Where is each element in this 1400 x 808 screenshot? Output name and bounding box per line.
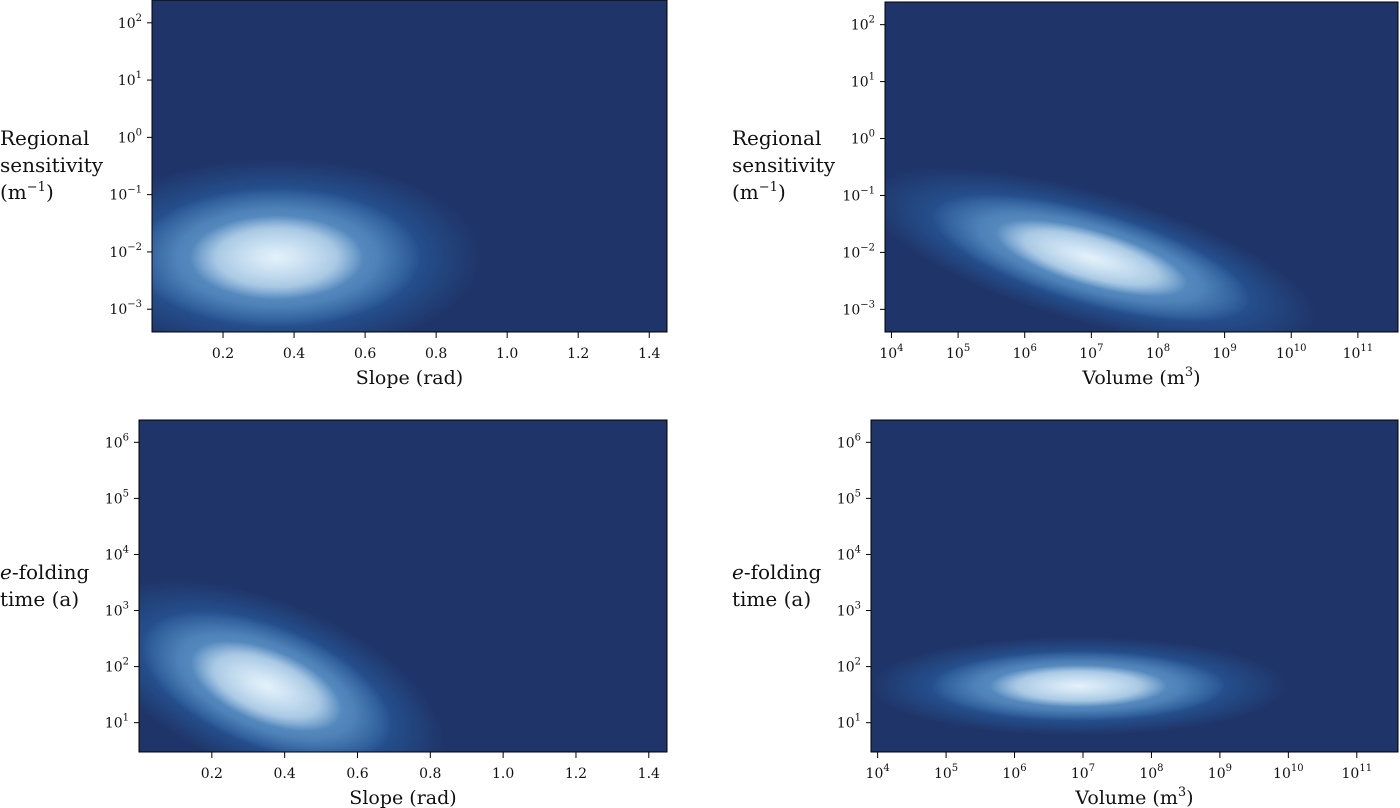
density-cloud [152,157,483,332]
panel-efold_slope: 0.2 0.4 0.6 0.8 1.0 1.2 1.4 101 102 103 104 105 106 S… [0,419,668,808]
y-tick-label: 10−3 [842,299,875,318]
y-axis-label-line: (m−1) [0,180,54,204]
density-layer-2 [989,665,1167,707]
x-tick-label: 1.2 [567,346,589,362]
x-axis-label: Slope (rad) [349,787,456,808]
y-axis-label-line: e-folding [0,560,90,584]
x-tick-label: 0.8 [419,766,441,782]
plot-frame [870,419,1399,753]
x-tick-label: 0.4 [283,346,305,362]
x-tick-label: 104 [866,763,890,782]
y-tick-label: 102 [851,15,875,34]
y-tick-label: 10−2 [109,242,142,261]
y-tick-label: 105 [837,488,861,507]
x-tick-label: 1.4 [638,766,660,782]
plot-frame [138,419,668,753]
y-axis-label-line: Regional [0,126,89,150]
density-layer-2 [190,215,364,300]
y-tick-label: 106 [837,432,861,451]
y-axis-label-line: (m−1) [732,180,786,204]
density-layer-2 [995,219,1187,297]
plot-frame [151,0,668,333]
x-tick-label: 0.6 [346,766,368,782]
x-axis-label: Volume (m3) [1074,785,1193,808]
x-tick-label: 105 [946,343,970,362]
x-tick-label: 108 [1139,763,1163,782]
x-tick-label: 1010 [1273,763,1304,782]
x-tick-label: 104 [879,343,903,362]
x-tick-label: 1011 [1342,763,1373,782]
y-tick-label: 103 [837,601,861,620]
x-tick-label: 0.2 [212,346,234,362]
y-axis-label-line: time (a) [732,587,811,611]
y-tick-label: 101 [851,72,875,91]
y-tick-label: 101 [837,713,861,732]
x-tick-label: 106 [1002,763,1026,782]
x-tick-label: 109 [1208,763,1232,782]
panel-efold_volume: 104 105 106 107 108 109 1010 1011 101 102 103 104 10… [732,419,1399,808]
x-tick-label: 0.2 [201,766,223,782]
y-tick-label: 106 [105,432,129,451]
y-axis-label-line: time (a) [0,587,79,611]
y-tick-label: 10−2 [842,242,875,261]
y-tick-label: 102 [105,657,129,676]
x-tick-label: 1011 [1343,343,1374,362]
panel-sens_slope: 0.2 0.4 0.6 0.8 1.0 1.2 1.4 10−3 10−2 10−1 100 101 1… [0,0,668,389]
density-cloud [139,578,446,752]
x-tick-label: 108 [1146,343,1170,362]
y-tick-label: 102 [837,657,861,676]
y-tick-label: 103 [105,601,129,620]
y-axis-label-line: sensitivity [732,153,836,177]
panel-sens_volume: 104 105 106 107 108 109 1010 1011 10−3 10−2 10−1 10… [732,1,1399,389]
y-axis-label-line: sensitivity [0,153,104,177]
y-tick-label: 10−3 [109,299,142,318]
x-tick-label: 1.4 [638,346,660,362]
x-tick-label: 107 [1071,763,1095,782]
y-tick-label: 10−1 [842,185,875,204]
density-cloud [871,636,1290,736]
density-layer-2 [191,641,342,732]
density-cloud [885,167,1319,332]
x-tick-label: 109 [1213,343,1237,362]
y-tick-label: 102 [118,13,142,32]
y-tick-label: 104 [105,544,129,563]
y-tick-label: 101 [105,713,129,732]
x-axis-label: Slope (rad) [356,367,463,389]
x-tick-label: 107 [1079,343,1103,362]
plot-frame [884,1,1399,333]
y-tick-label: 105 [105,488,129,507]
x-tick-label: 1.0 [492,766,514,782]
x-tick-label: 0.8 [425,346,447,362]
x-tick-label: 1010 [1276,343,1307,362]
y-tick-label: 10−1 [109,185,142,204]
x-tick-label: 1.2 [565,766,587,782]
x-tick-label: 0.4 [274,766,296,782]
x-tick-label: 0.6 [354,346,376,362]
y-tick-label: 100 [118,127,142,146]
y-axis-label-line: Regional [732,126,821,150]
x-axis-label: Volume (m3) [1081,365,1200,389]
x-tick-label: 1.0 [496,346,518,362]
y-axis-label-line: e-folding [732,560,822,584]
y-tick-label: 104 [837,544,861,563]
x-tick-label: 105 [934,763,958,782]
y-tick-label: 101 [118,70,142,89]
y-tick-label: 100 [851,129,875,148]
x-tick-label: 106 [1013,343,1037,362]
